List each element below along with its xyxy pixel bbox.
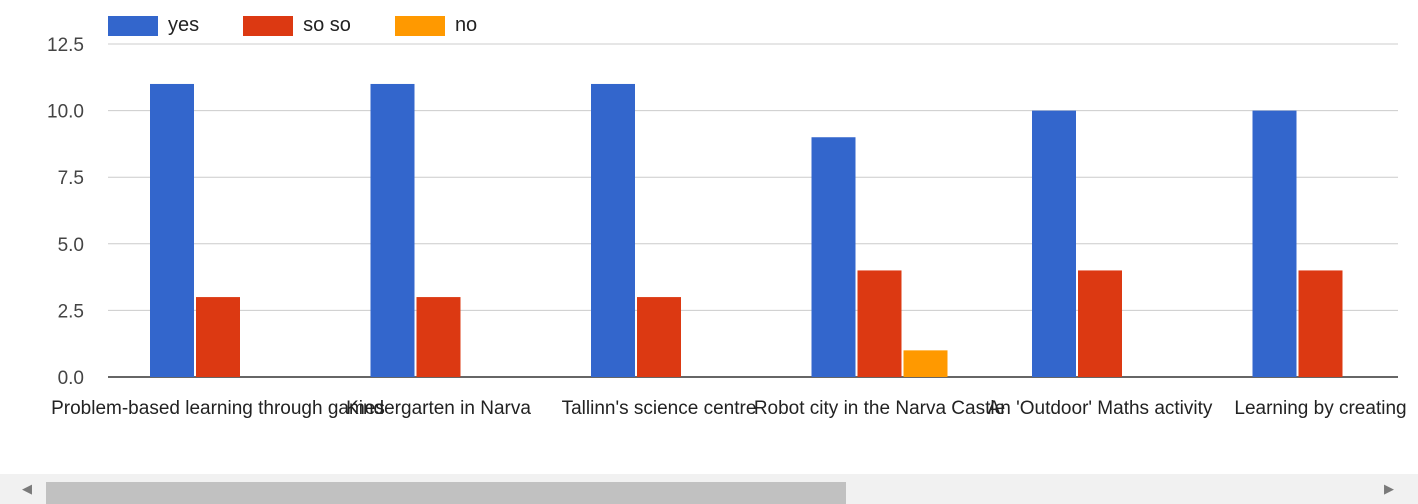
horizontal-scrollbar[interactable]: ◀ ▶ <box>0 474 1418 504</box>
bars <box>150 83 1343 378</box>
legend: yes so so no <box>108 14 521 37</box>
bar-chart: 0.0 2.5 5.0 7.5 10.0 12.5 Problem-based learn… <box>47 35 1407 419</box>
bar-so-so-4[interactable] <box>1078 270 1122 377</box>
bar-yes-1[interactable] <box>370 83 415 378</box>
x-category-label: Kindergarten in Narva <box>346 398 531 419</box>
legend-swatch-yes <box>108 15 158 36</box>
scroll-right-icon[interactable]: ▶ <box>1384 481 1394 496</box>
y-tick-label: 5.0 <box>58 235 84 256</box>
x-category-label: Problem-based learning through games <box>51 398 385 419</box>
bar-so-so-3[interactable] <box>857 270 902 377</box>
y-tick-label: 0.0 <box>58 368 84 389</box>
legend-item-so-so[interactable]: so so <box>243 14 351 37</box>
y-tick-label: 2.5 <box>58 301 84 322</box>
scroll-thumb[interactable] <box>46 482 846 504</box>
bar-so-so-5[interactable] <box>1298 270 1343 377</box>
x-category-label: Tallinn's science centre <box>562 398 757 419</box>
legend-label-yes: yes <box>168 14 200 36</box>
x-axis-labels: Problem-based learning through gamesKind… <box>51 398 1406 419</box>
bar-so-so-0[interactable] <box>196 297 240 377</box>
y-axis-ticks: 0.0 2.5 5.0 7.5 10.0 12.5 <box>47 35 84 389</box>
bar-yes-5[interactable] <box>1252 110 1297 377</box>
x-category-label: Learning by creating <box>1234 398 1406 419</box>
y-tick-label: 10.0 <box>47 102 84 123</box>
bar-yes-4[interactable] <box>1032 110 1076 377</box>
legend-label-no: no <box>454 14 478 36</box>
bar-yes-0[interactable] <box>150 83 194 378</box>
bar-no-3[interactable] <box>903 350 948 377</box>
legend-item-yes[interactable]: yes <box>108 14 199 37</box>
legend-swatch-so-so <box>243 15 294 36</box>
y-tick-label: 7.5 <box>58 168 84 189</box>
bar-so-so-2[interactable] <box>637 297 681 377</box>
x-category-label: Robot city in the Narva Castle <box>754 398 1005 419</box>
y-tick-label: 12.5 <box>47 35 84 56</box>
legend-label-so-so: so so <box>303 14 351 36</box>
legend-item-no[interactable]: no <box>394 14 478 37</box>
bar-yes-3[interactable] <box>811 137 856 377</box>
gridlines <box>108 43 1398 378</box>
scroll-left-icon[interactable]: ◀ <box>22 481 32 496</box>
legend-swatch-no <box>394 15 445 36</box>
bar-yes-2[interactable] <box>591 83 635 378</box>
bar-so-so-1[interactable] <box>416 297 461 377</box>
x-category-label: An 'Outdoor' Maths activity <box>988 398 1213 419</box>
